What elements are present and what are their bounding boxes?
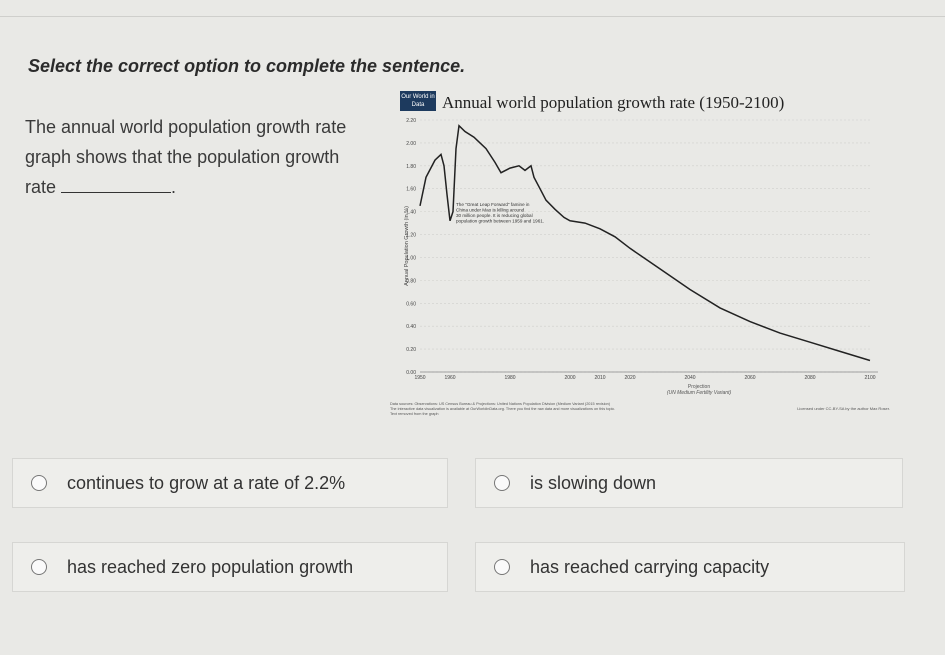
x-tick-label: 1950 (414, 375, 425, 381)
y-tick-label: 0.60 (406, 301, 416, 307)
chart-title: Annual world population growth rate (195… (442, 93, 785, 112)
radio-button[interactable] (494, 559, 510, 575)
annotation-text: The "Great Leap Forward" famine in (456, 202, 530, 207)
y-tick-label: 0.40 (406, 324, 416, 330)
question-text: The annual world population growth rate … (25, 112, 370, 202)
x-tick-label: 2060 (744, 375, 755, 381)
answer-blank (61, 174, 172, 193)
source-text: Data sources: Observations: US Census Bu… (390, 402, 611, 406)
x-tick-label: 2000 (564, 375, 575, 381)
radio-button[interactable] (31, 475, 47, 491)
top-divider (0, 16, 945, 17)
y-tick-label: 1.20 (406, 233, 416, 239)
option-4[interactable]: has reached carrying capacity (475, 542, 905, 592)
chart-svg: 0.00 0.20 0.40 0.60 0.80 1.00 1.20 1.40 1.60 1.80… (390, 118, 890, 416)
y-tick-label: 1.80 (406, 164, 416, 170)
annotation-text: 30 million people. It is reducing global (456, 213, 533, 218)
projection-sublabel: (UN Medium Fertility Variant) (667, 390, 732, 396)
option-1[interactable]: continues to grow at a rate of 2.2% (12, 458, 448, 508)
option-label: has reached zero population growth (67, 556, 354, 577)
x-tick-label: 2010 (594, 375, 605, 381)
x-tick-label: 2080 (804, 375, 815, 381)
question-end: . (171, 177, 177, 197)
option-label: continues to grow at a rate of 2.2% (67, 472, 346, 493)
radio-button[interactable] (494, 475, 510, 491)
license-text: Licensed under CC-BY-SA by the author Ma… (797, 406, 890, 411)
y-tick-label: 0.00 (406, 370, 416, 376)
x-tick-label: 2020 (624, 375, 635, 381)
y-axis-label: Annual Population Growth (in %) (404, 206, 410, 286)
y-tick-label: 1.40 (406, 210, 416, 216)
source-text: The interactive data visualization is av… (390, 407, 615, 411)
option-2[interactable]: is slowing down (475, 458, 903, 508)
owid-logo: Our World in Data (400, 91, 436, 111)
option-3[interactable]: has reached zero population growth (12, 542, 448, 592)
question-body: The annual world population growth rate … (25, 117, 347, 197)
option-label: is slowing down (530, 472, 657, 493)
y-tick-label: 0.20 (406, 347, 416, 353)
population-growth-chart: Our World in Data Annual world populatio… (390, 85, 890, 430)
y-tick-label: 2.20 (406, 118, 416, 124)
projection-label: Projection (688, 384, 710, 390)
radio-button[interactable] (31, 559, 47, 575)
annotation-text: China under Mao is killing around (456, 207, 525, 212)
y-tick-label: 0.80 (406, 278, 416, 284)
x-tick-label: 2040 (684, 375, 695, 381)
x-tick-label: 1960 (444, 375, 455, 381)
instruction-text: Select the correct option to complete th… (28, 56, 466, 76)
y-tick-label: 2.00 (406, 141, 416, 147)
y-tick-label: 1.00 (406, 255, 416, 261)
x-tick-label: 1980 (504, 375, 515, 381)
source-text: Text removed from the graph (390, 412, 439, 416)
option-label: has reached carrying capacity (530, 556, 770, 577)
y-tick-label: 1.60 (406, 187, 416, 193)
x-tick-label: 2100 (864, 375, 875, 381)
series-line (419, 124, 871, 362)
annotation-text: population growth between 1959 and 1961. (456, 218, 544, 223)
